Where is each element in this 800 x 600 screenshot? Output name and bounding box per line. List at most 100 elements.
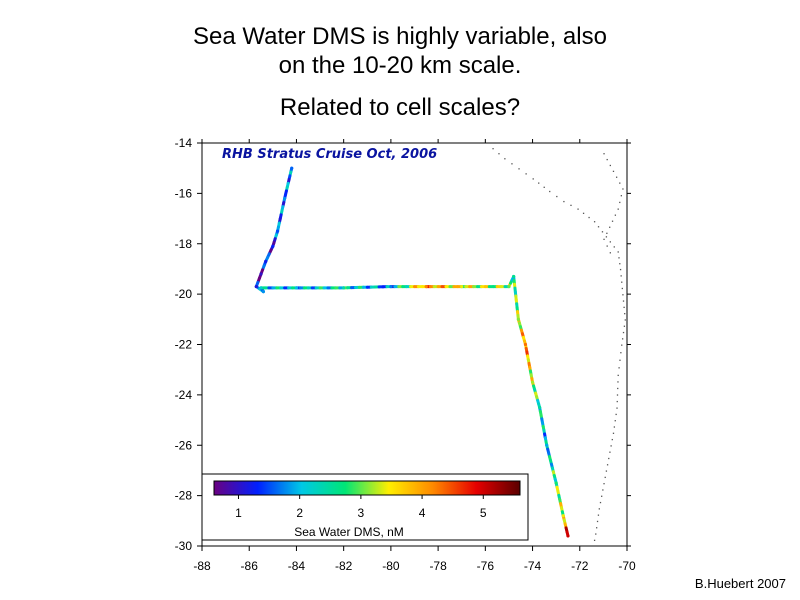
coast-dot (618, 257, 620, 259)
y-tick-label: -14 (175, 136, 193, 150)
coast-dot (612, 432, 615, 434)
track-point (389, 284, 393, 289)
coast-dot (603, 153, 605, 155)
coastline (492, 148, 626, 542)
coast-dot (599, 501, 602, 504)
ship-track (254, 166, 570, 538)
y-tick-label: -30 (175, 539, 193, 553)
coast-dot (619, 201, 621, 204)
coast-dot (538, 182, 540, 184)
track-point (259, 286, 263, 290)
track-point (271, 244, 275, 248)
coast-dot (511, 163, 513, 165)
coast-dot (619, 268, 622, 271)
x-tick-label: -82 (335, 559, 353, 573)
coast-dot (615, 413, 617, 416)
y-tick-label: -22 (175, 338, 193, 352)
slide-title: Sea Water DMS is highly variable, also o… (0, 22, 800, 80)
coast-dot (619, 359, 621, 361)
chart-title: RHB Stratus Cruise Oct, 2006 (222, 147, 437, 162)
coast-dot (602, 489, 604, 491)
slide-subtitle: Related to cell scales? (279, 94, 521, 121)
coast-dot (617, 251, 619, 253)
coast-dot (617, 381, 619, 383)
coast-dot (609, 451, 611, 453)
coast-dot (617, 208, 619, 210)
coast-dot (622, 188, 624, 190)
x-tick-label: -70 (618, 559, 636, 573)
coast-dot (601, 231, 604, 233)
y-tick-label: -24 (175, 388, 193, 402)
colorbar-tick-label: 4 (419, 506, 426, 520)
track-point (561, 514, 565, 518)
track-point (512, 274, 516, 279)
coast-dot (622, 294, 624, 296)
track-point (254, 284, 258, 289)
track-point (507, 284, 511, 289)
colorbar-tick-label: 3 (358, 506, 365, 520)
coast-dot (624, 313, 626, 315)
coast-dot (611, 438, 613, 441)
slide-title-line-1: Sea Water DMS is highly variable, also (193, 23, 607, 50)
track-point (523, 342, 528, 347)
track-point (290, 166, 294, 170)
coast-dot (613, 426, 616, 428)
track-point (566, 534, 570, 538)
slide-title-line-2: on the 10-20 km scale. (278, 52, 522, 79)
coast-dot (504, 158, 506, 160)
colorbar-label: Sea Water DMS, nM (294, 525, 404, 539)
coast-dot (577, 208, 579, 210)
coast-dot (593, 539, 596, 542)
x-tick-label: -84 (288, 559, 306, 573)
coast-dot (605, 470, 608, 472)
coast-dot (605, 236, 608, 238)
coast-dot (563, 200, 565, 203)
coast-dot (620, 195, 623, 197)
y-tick-label: -28 (175, 489, 193, 503)
coast-dot (570, 204, 572, 207)
coast-dot (617, 387, 619, 390)
coast-dot (606, 245, 608, 247)
coastline-offshore (603, 153, 624, 254)
coast-dot (603, 483, 605, 485)
coast-dot (603, 238, 605, 241)
coast-dot (611, 220, 614, 222)
coast-dot (619, 182, 621, 184)
coast-dot (620, 352, 622, 354)
coast-dot (621, 281, 623, 283)
y-tick-label: -20 (175, 287, 193, 301)
coast-dot (621, 338, 624, 340)
coast-dot (609, 164, 611, 167)
coast-dot (595, 533, 597, 535)
coast-dot (612, 170, 615, 173)
coast-dot (616, 400, 618, 403)
coast-dot (598, 508, 600, 510)
track-point (460, 284, 464, 289)
colorbar-gradient (213, 480, 521, 496)
coast-dot (608, 457, 610, 460)
x-tick-label: -86 (241, 559, 259, 573)
coast-dot (614, 420, 616, 422)
coast-dot (613, 246, 615, 248)
x-tick-label: -72 (571, 559, 589, 573)
track-point (342, 286, 346, 290)
coast-dot (549, 190, 551, 193)
coast-dot (596, 527, 598, 529)
coast-dot (597, 226, 600, 228)
coast-dot (609, 241, 611, 243)
author-credit: B.Huebert 2007 (694, 576, 786, 591)
coast-dot (532, 178, 534, 180)
track-point (294, 286, 299, 290)
coast-dot (556, 195, 558, 198)
colorbar-tick-label: 2 (296, 506, 303, 520)
coast-dot (623, 325, 626, 327)
track-point (516, 317, 520, 321)
y-tick-label: -26 (175, 438, 193, 452)
track-point (538, 405, 542, 410)
coast-dot (618, 367, 620, 369)
track-point (275, 229, 280, 233)
colorbar-tick-label: 1 (235, 506, 242, 520)
coast-dot (620, 275, 622, 277)
track-point (554, 481, 558, 485)
